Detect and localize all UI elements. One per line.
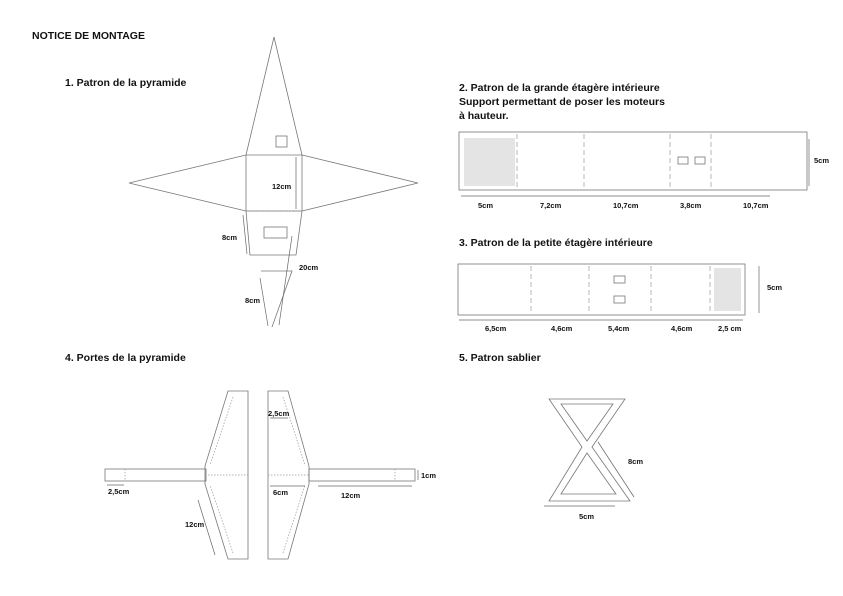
door-left-2-5cm-label: 2,5cm bbox=[108, 487, 130, 496]
small-shelf-slot-2 bbox=[613, 295, 626, 304]
right-door-panel bbox=[267, 390, 310, 560]
pyramid-20cm-label: 20cm bbox=[299, 263, 319, 272]
large-shelf-net bbox=[458, 131, 810, 197]
hourglass-inner-bottom bbox=[560, 452, 617, 495]
hourglass-net bbox=[544, 398, 635, 507]
measure-20cm bbox=[278, 235, 293, 326]
section-2-title-line2: Support permettant de poser les moteurs bbox=[459, 96, 665, 108]
large-shelf-outline bbox=[458, 131, 808, 191]
left-door-bar bbox=[104, 468, 207, 482]
small-shelf-seg-2: 4,6cm bbox=[551, 324, 573, 333]
small-shelf-grey-panel bbox=[714, 268, 741, 311]
hourglass-8cm-measure bbox=[597, 441, 635, 498]
page-title: NOTICE DE MONTAGE bbox=[32, 30, 145, 42]
pyramid-12cm-label: 12cm bbox=[272, 182, 292, 191]
small-shelf-outline bbox=[457, 263, 746, 316]
pyramid-net bbox=[128, 36, 419, 328]
door-2-5cm-label: 2,5cm bbox=[268, 409, 290, 418]
right-door-bar bbox=[308, 468, 416, 482]
large-shelf-height-label: 5cm bbox=[814, 156, 830, 165]
small-shelf-seg-4: 4,6cm bbox=[671, 324, 693, 333]
large-shelf-seg-5: 10,7cm bbox=[743, 201, 769, 210]
pyramid-doors bbox=[104, 390, 419, 560]
large-shelf-seg-2: 7,2cm bbox=[540, 201, 562, 210]
hourglass-outer bbox=[548, 398, 631, 502]
section-2-title-line3: à hauteur. bbox=[459, 110, 509, 122]
section-1-title: 1. Patron de la pyramide bbox=[65, 77, 187, 89]
pyramid-base bbox=[245, 154, 303, 212]
hourglass-5cm-label: 5cm bbox=[579, 512, 595, 521]
pyramid-left-face bbox=[128, 154, 247, 212]
small-shelf-seg-5: 2,5 cm bbox=[718, 324, 742, 333]
small-shelf-seg-1: 6,5cm bbox=[485, 324, 507, 333]
small-shelf-slot-1 bbox=[613, 275, 626, 284]
small-shelf-height-label: 5cm bbox=[767, 283, 783, 292]
section-3-title: 3. Patron de la petite étagère intérieur… bbox=[459, 237, 653, 249]
pyramid-right-face bbox=[301, 154, 419, 212]
door-6cm-label: 6cm bbox=[273, 488, 289, 497]
pyramid-bottom-window bbox=[263, 226, 288, 239]
large-shelf-seg-3: 10,7cm bbox=[613, 201, 639, 210]
large-shelf-grey-panel bbox=[464, 138, 515, 186]
door-left-12cm-label: 12cm bbox=[185, 520, 205, 529]
section-4-title: 4. Portes de la pyramide bbox=[65, 352, 186, 364]
hourglass-8cm-label: 8cm bbox=[628, 457, 644, 466]
pyramid-top-face bbox=[245, 36, 303, 156]
pyramid-bottom-face bbox=[245, 210, 303, 256]
large-shelf-slot-2 bbox=[694, 156, 706, 165]
large-shelf-seg-1: 5cm bbox=[478, 201, 494, 210]
left-door-12cm-measure bbox=[197, 499, 216, 556]
small-shelf-seg-3: 5,4cm bbox=[608, 324, 630, 333]
pyramid-top-window bbox=[275, 135, 288, 148]
left-door-panel bbox=[204, 390, 249, 560]
pyramid-8cm-b-label: 8cm bbox=[245, 296, 261, 305]
pyramid-8cm-label: 8cm bbox=[222, 233, 238, 242]
hourglass-inner-top bbox=[560, 403, 614, 442]
section-5-title: 5. Patron sablier bbox=[459, 352, 541, 364]
pyramid-small-triangle bbox=[261, 270, 293, 328]
large-shelf-slot-1 bbox=[677, 156, 689, 165]
small-shelf-net bbox=[457, 263, 760, 321]
measure-8cm bbox=[242, 214, 248, 255]
large-shelf-seg-4: 3,8cm bbox=[680, 201, 702, 210]
section-2-title-line1: 2. Patron de la grande étagère intérieur… bbox=[459, 82, 660, 94]
door-12cm-label: 12cm bbox=[341, 491, 361, 500]
measure-8cm-b bbox=[259, 277, 269, 327]
door-1cm-label: 1cm bbox=[421, 471, 437, 480]
